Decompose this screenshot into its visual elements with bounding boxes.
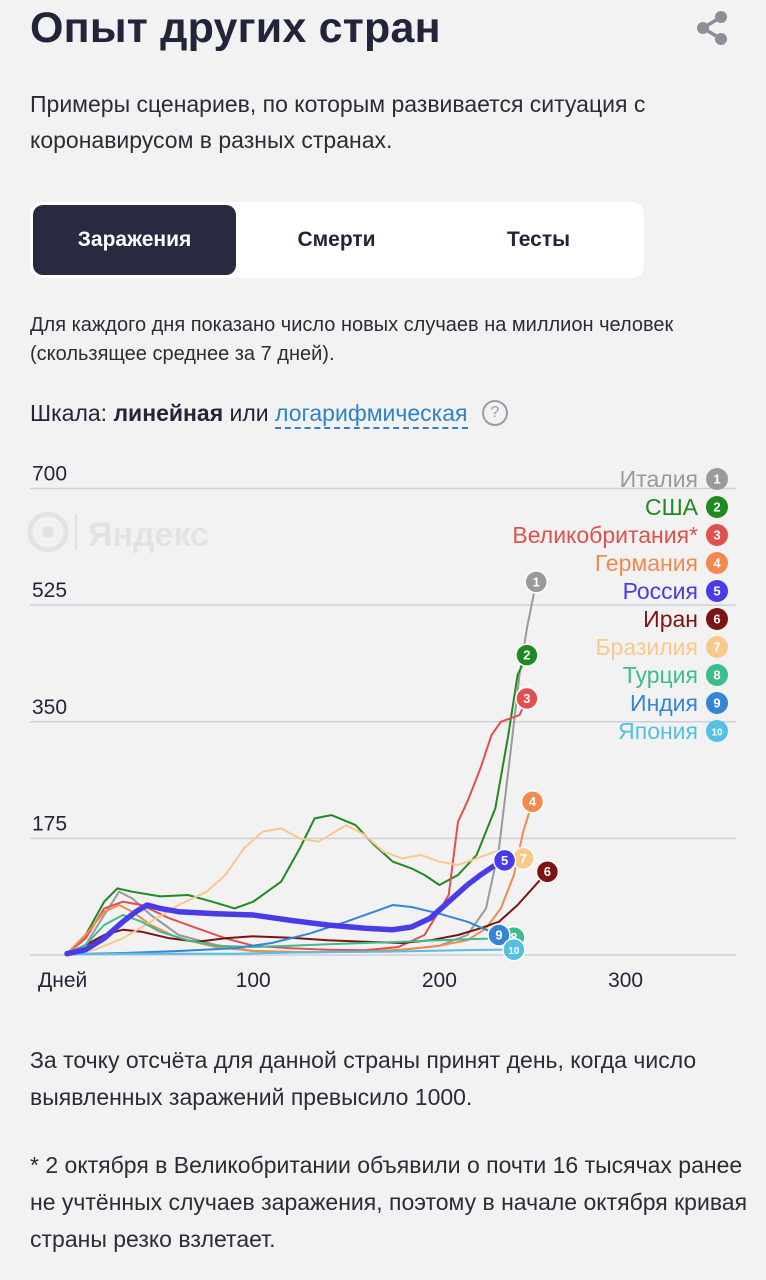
legend-badge — [706, 636, 728, 658]
legend-label: Италия — [620, 466, 698, 492]
scale-linear-option[interactable]: линейная — [113, 400, 224, 426]
legend-item: Индия 9 — [630, 690, 728, 716]
scale-label: Шкала: — [30, 400, 108, 426]
series-line-5 — [64, 857, 508, 957]
page-subtitle: Примеры сценариев, по которым развиваетс… — [30, 91, 646, 153]
x-tick-label: 300 — [608, 969, 643, 992]
legend-item: Иран 6 — [643, 606, 728, 632]
legend-item: Россия 5 — [623, 578, 728, 604]
legend-label: Россия — [623, 578, 698, 604]
series-end-marker-label: 2 — [523, 648, 530, 663]
footnote: * 2 октября в Великобритании объявили о … — [30, 1152, 748, 1252]
legend-badge — [706, 524, 728, 546]
series-end-marker-label: 7 — [520, 851, 527, 866]
legend-badge-number: 9 — [713, 696, 720, 711]
series-line-1 — [66, 580, 538, 955]
series-line-9 — [66, 904, 500, 956]
series-end-marker — [487, 923, 511, 947]
legend-badge-number: 1 — [713, 472, 720, 487]
legend-badge — [706, 692, 728, 714]
y-tick-label: 700 — [32, 463, 67, 486]
series-end-marker-label: 6 — [544, 864, 551, 879]
legend-item: Бразилия 7 — [595, 634, 728, 660]
series-end-marker — [492, 848, 517, 873]
series-end-marker-label: 3 — [523, 691, 530, 706]
legend-label: Турция — [623, 662, 698, 688]
legend-label: Иран — [643, 606, 698, 632]
series-end-marker-label: 5 — [501, 853, 508, 868]
series-end-marker — [535, 859, 560, 884]
legend-label: Индия — [630, 690, 698, 716]
series-end-marker — [524, 570, 548, 594]
y-tick-label: 350 — [32, 696, 67, 719]
legend-item: США 2 — [645, 494, 728, 520]
legend-badge — [706, 468, 728, 490]
series-line-8 — [66, 914, 515, 955]
series-end-marker-label: 4 — [529, 794, 537, 809]
legend-badge-number: 8 — [713, 668, 720, 683]
legend-item: Италия 1 — [620, 466, 728, 492]
legend-item: Турция 8 — [623, 662, 728, 688]
page-title: Опыт других стран — [30, 4, 441, 52]
legend-badge-number: 5 — [713, 584, 720, 599]
series-end-marker-label: 10 — [508, 946, 520, 957]
legend-label: США — [645, 494, 699, 520]
scale-log-option[interactable]: логарифмическая — [275, 400, 468, 429]
tab-bar: Заражения Смерти Тесты — [30, 202, 644, 278]
reference-note: За точку отсчёта для данной страны приня… — [30, 1047, 697, 1110]
series-line-10 — [66, 948, 515, 956]
legend-item: Япония 10 — [618, 718, 728, 744]
help-icon[interactable]: ? — [481, 399, 508, 426]
watermark-logo-dot-icon — [42, 526, 54, 538]
share-icon — [697, 11, 727, 45]
series-end-marker — [515, 643, 539, 667]
legend-badge — [706, 720, 728, 742]
chart-description: Для каждого дня показано число новых слу… — [30, 314, 674, 365]
legend-item: Великобритания* 3 — [512, 522, 728, 548]
x-tick-label: 200 — [422, 969, 457, 992]
x-axis-title: Дней — [38, 969, 87, 992]
tab-tests[interactable]: Тесты — [506, 228, 571, 251]
y-tick-label: 175 — [32, 812, 67, 835]
legend-badge — [706, 580, 728, 602]
legend-badge-number: 4 — [713, 556, 721, 571]
tab-deaths[interactable]: Смерти — [297, 228, 376, 251]
legend-badge-number: 3 — [713, 528, 720, 543]
legend-badge — [706, 664, 728, 686]
series-end-marker — [515, 686, 539, 711]
legend-item: Германия 4 — [595, 550, 728, 576]
scale-switch: Шкала: линейная или логарифмическая ? — [30, 399, 508, 429]
y-tick-label: 525 — [32, 579, 67, 602]
legend-badge-number: 2 — [713, 500, 720, 515]
watermark-text: Яндекс — [88, 516, 209, 554]
legend-badge-number: 7 — [713, 640, 720, 655]
series-end-marker — [520, 789, 545, 814]
series-end-marker-label: 1 — [533, 574, 540, 589]
series-line-2 — [66, 654, 528, 955]
series-line-3 — [66, 697, 528, 955]
legend-badge — [706, 496, 728, 518]
series-end-marker-label: 8 — [510, 930, 517, 945]
legend-label: Великобритания* — [512, 522, 698, 548]
tab-infections[interactable]: Заражения — [33, 205, 236, 275]
watermark: Яндекс — [27, 511, 209, 554]
legend-label: Бразилия — [595, 634, 698, 660]
legend-label: Германия — [595, 550, 698, 576]
legend-badge — [706, 608, 728, 630]
legend-label: Япония — [618, 718, 698, 744]
series-line-6 — [66, 870, 549, 955]
legend-badge-number: 10 — [711, 728, 723, 739]
x-tick-label: 100 — [236, 969, 271, 992]
series-end-marker-label: 9 — [495, 928, 502, 943]
scale-or: или — [229, 400, 269, 426]
legend-badge-number: 6 — [713, 612, 720, 627]
watermark-logo-icon — [27, 511, 69, 553]
series-end-marker — [502, 937, 526, 962]
legend-badge — [706, 552, 728, 574]
share-button[interactable] — [692, 8, 732, 48]
